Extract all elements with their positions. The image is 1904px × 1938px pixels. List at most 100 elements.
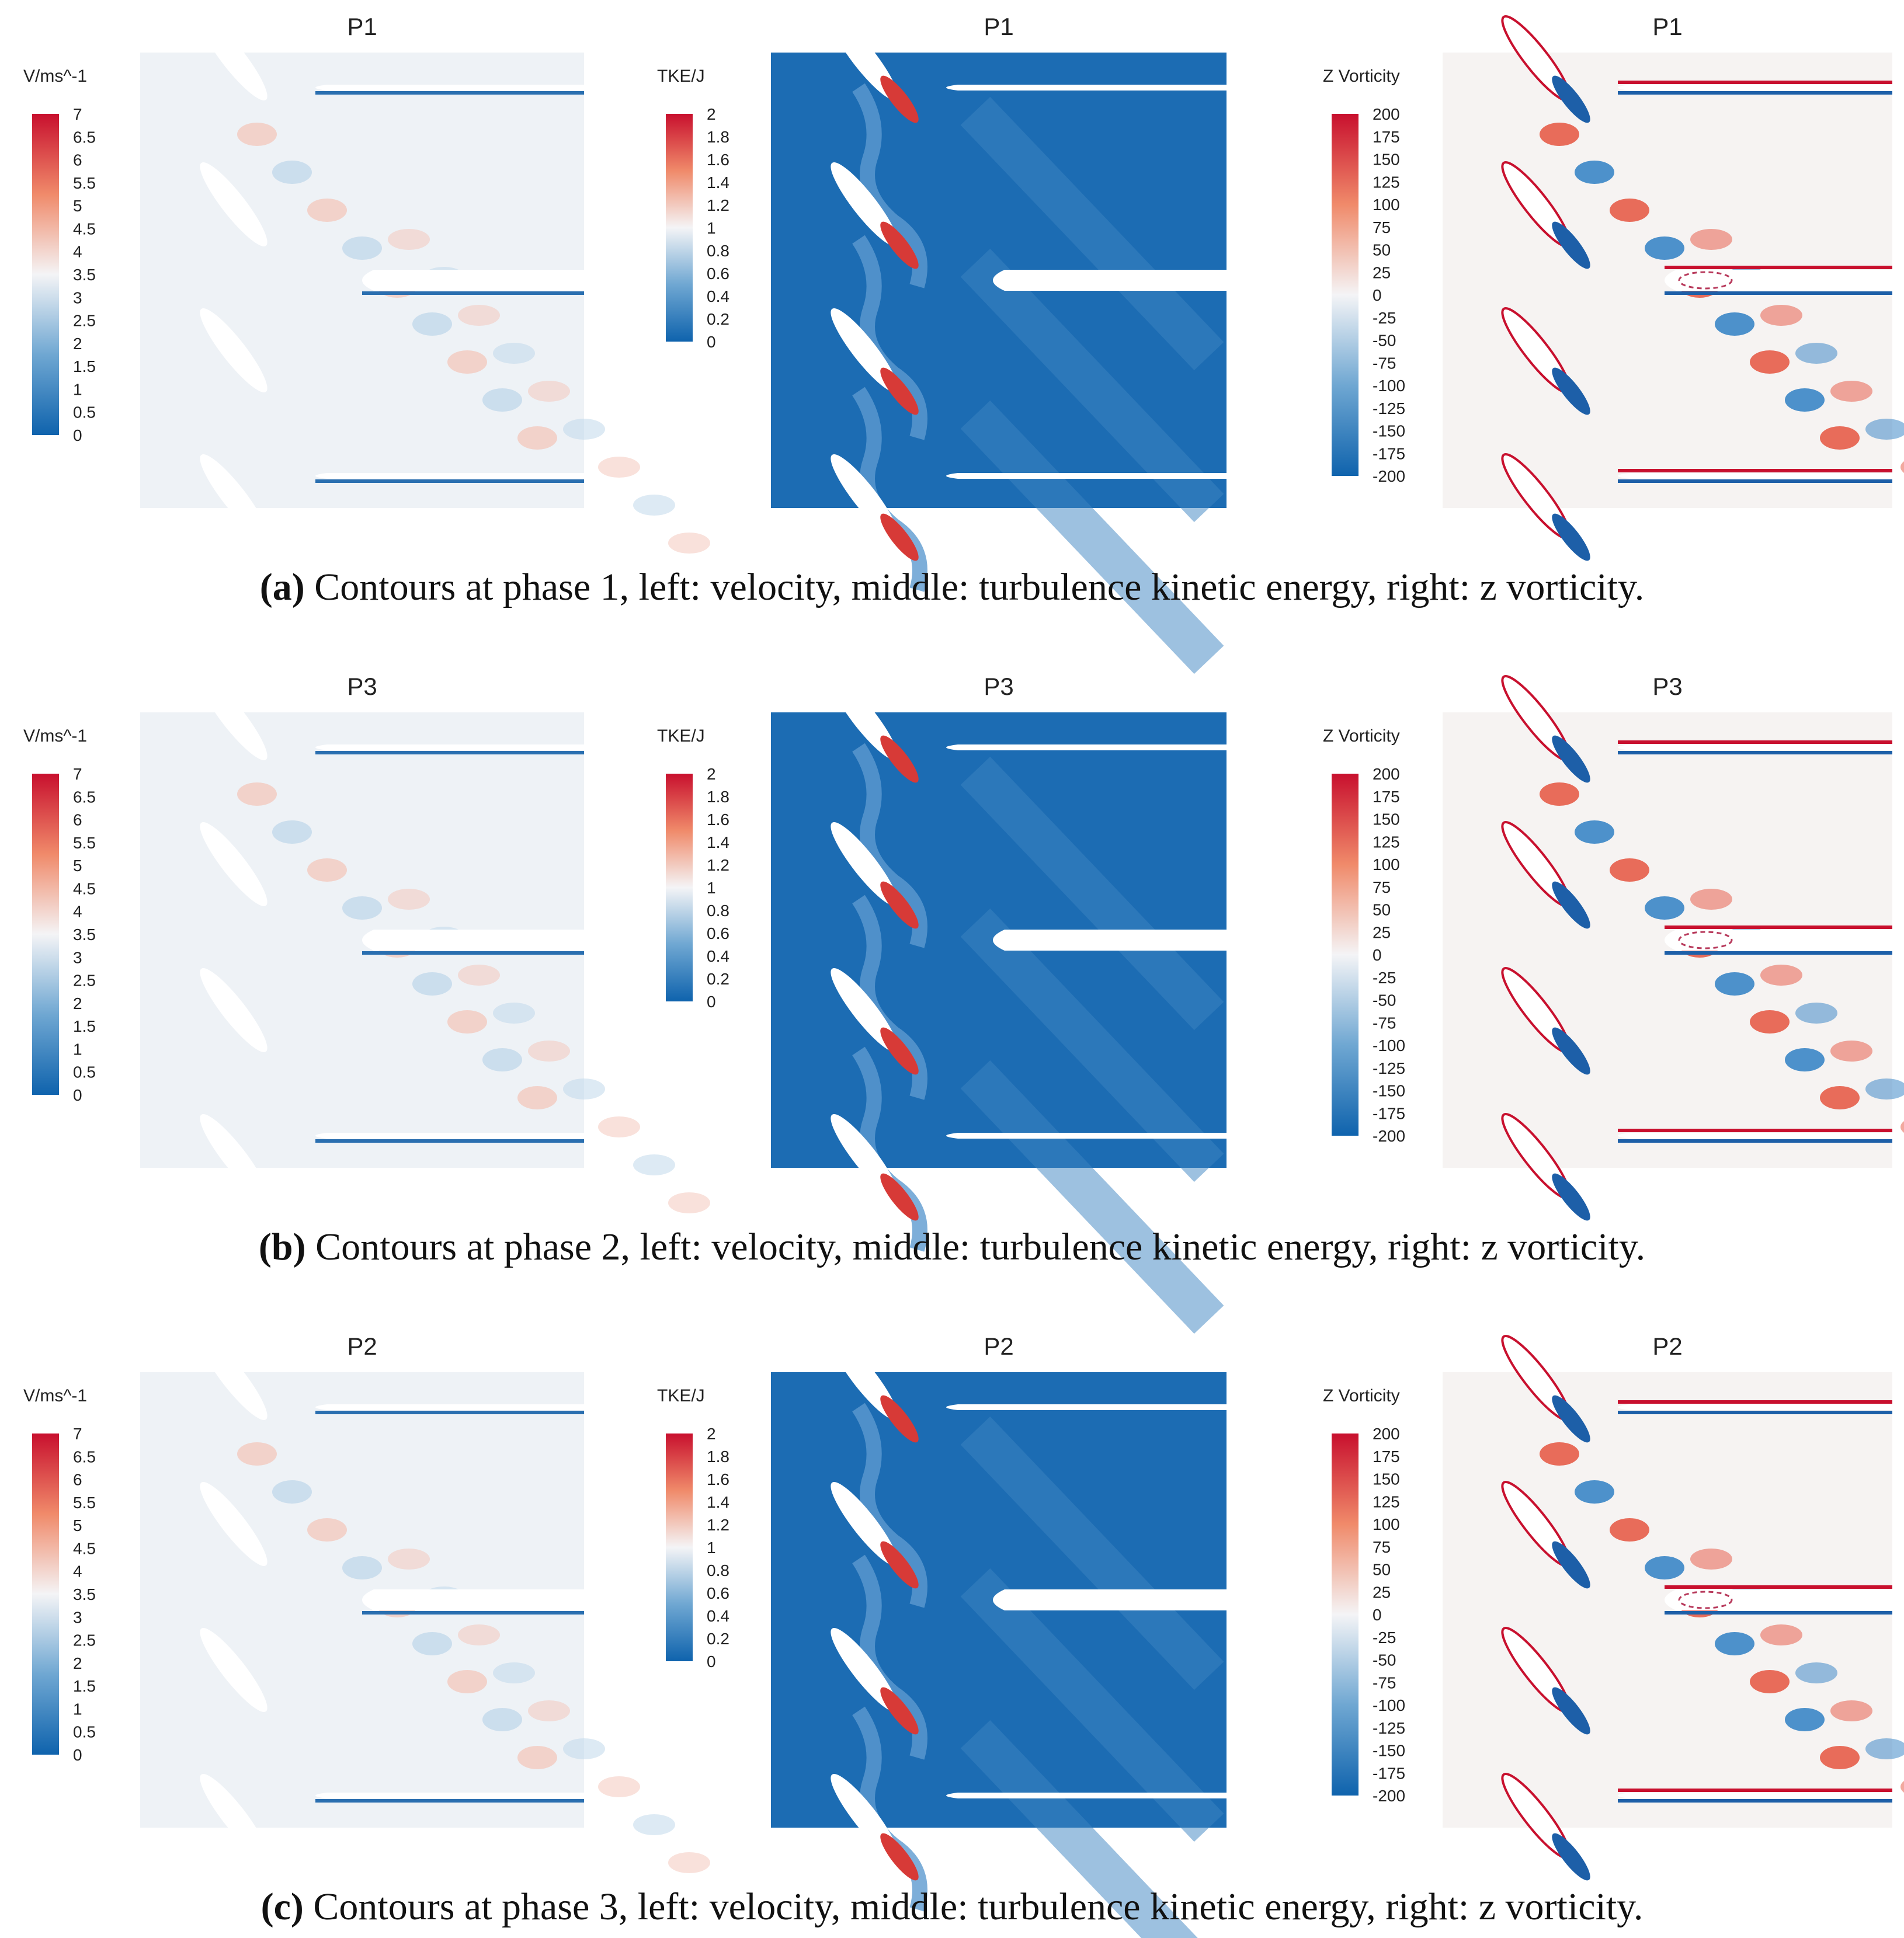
plate xyxy=(993,930,1227,951)
vortex-blob xyxy=(1540,123,1579,146)
colorbar-tick-label: 6 xyxy=(73,1471,82,1489)
colorbar-tick-label: -25 xyxy=(1373,1629,1396,1647)
colorbar-tick-label: 25 xyxy=(1373,1583,1391,1601)
vortex-blob xyxy=(1830,1041,1872,1062)
colorbar-tick-label: 1 xyxy=(73,1040,82,1058)
vortex-blob xyxy=(1820,426,1860,450)
vortex-blob xyxy=(1785,1708,1825,1731)
blade-wake-core xyxy=(1552,881,1590,929)
blade-wake-core xyxy=(1552,1687,1590,1735)
colorbar-gradient xyxy=(1332,114,1358,476)
colorbar-tick-label: 7 xyxy=(73,105,82,123)
vortex-blob xyxy=(1820,1746,1860,1769)
colorbar-tick-label: 2 xyxy=(707,765,716,783)
colorbar-tick-label: 0.5 xyxy=(73,1723,96,1741)
plate xyxy=(315,473,584,479)
vortex-blob xyxy=(1645,896,1684,920)
vortex-blob xyxy=(598,457,640,478)
highlight-ellipse xyxy=(1678,271,1733,290)
vortex-blob xyxy=(412,972,452,996)
colorbar-tick-label: 200 xyxy=(1373,1425,1400,1443)
vortex-blob xyxy=(482,388,522,412)
blade-wake-core xyxy=(880,221,919,269)
vortex-blob xyxy=(1690,1549,1732,1570)
vortex-blob xyxy=(1795,1662,1837,1683)
caption-letter: (c) xyxy=(260,1885,304,1928)
colorbar-tick-label: -50 xyxy=(1373,1651,1396,1669)
vortex-blob xyxy=(493,343,535,364)
colorbar-tick-label: 0.4 xyxy=(707,1607,729,1625)
colorbar-tick-label: 1.4 xyxy=(707,1493,729,1511)
blade-wake-core xyxy=(1552,75,1590,123)
colorbar-vorticity: Z Vorticity 200 175 150 125 100 75 50 25 0 -25 -50 -… xyxy=(1323,1386,1405,1805)
colorbar-tick-label: -75 xyxy=(1373,1014,1396,1032)
plate xyxy=(315,1793,584,1798)
vortex-blob xyxy=(1760,305,1802,326)
colorbar-tick-label: 2 xyxy=(707,1425,716,1443)
colorbar-tick-label: 0.5 xyxy=(73,1063,96,1081)
vortex-blob xyxy=(1575,820,1614,844)
vortex-blob xyxy=(1690,229,1732,250)
colorbar-tke: TKE/J 2 1.8 1.6 1.4 1.2 1 0.8 0.6 0.4 0.2 0 xyxy=(657,1386,729,1671)
colorbar-tick-label: 5.5 xyxy=(73,1494,96,1512)
colorbar-tick-label: 25 xyxy=(1373,263,1391,281)
colorbar-tick-label: 100 xyxy=(1373,196,1400,214)
plate xyxy=(1618,744,1892,750)
colorbar-tick-label: 5.5 xyxy=(73,174,96,192)
colorbar-tick-label: 1.2 xyxy=(707,1516,729,1534)
colorbar-tick-label: -125 xyxy=(1373,1719,1405,1737)
colorbar-tick-label: -200 xyxy=(1373,1127,1405,1145)
airfoil-blade xyxy=(200,16,267,100)
vortex-blob xyxy=(598,1116,640,1137)
panel-velocity-3: P2 V/ms^-1 7 6.5 6 5.5 5 4.5 4 3.5 3 2.5 2 1.5 1 0.5 0 xyxy=(23,1332,710,1873)
colorbar-tke: TKE/J 2 1.8 1.6 1.4 1.2 1 0.8 0.6 0.4 0.2 0 xyxy=(657,726,729,1011)
colorbar-gradient xyxy=(1332,1434,1358,1796)
airfoil-blade xyxy=(200,1774,267,1858)
colorbar-tick-label: 2 xyxy=(73,1654,82,1672)
blade-wake-core xyxy=(880,1173,919,1221)
colorbar-tick-label: 1.5 xyxy=(73,357,96,375)
vortex-blob xyxy=(1575,1480,1614,1504)
caption-text: Contours at phase 1, left: velocity, mid… xyxy=(304,566,1645,608)
vortex-blob xyxy=(237,782,277,806)
colorbar-velocity: V/ms^-1 7 6.5 6 5.5 5 4.5 4 3.5 3 2.5 2 1.5 1 0.5 0 xyxy=(23,726,96,1104)
vortex-blob xyxy=(1540,782,1579,806)
colorbar-tick-label: 2.5 xyxy=(73,1631,96,1650)
colorbar-tick-label: -125 xyxy=(1373,399,1405,417)
colorbar-velocity: V/ms^-1 7 6.5 6 5.5 5 4.5 4 3.5 3 2.5 2 1.5 1 0.5 0 xyxy=(23,67,96,444)
plate xyxy=(1665,1589,1892,1610)
colorbar-tick-label: 1.8 xyxy=(707,788,729,806)
vortex-blob xyxy=(482,1708,522,1731)
vortex-blob xyxy=(1830,381,1872,402)
vortex-blob xyxy=(668,1192,710,1213)
colorbar-tick-label: 4.5 xyxy=(73,879,96,897)
caption-letter: (a) xyxy=(259,566,305,608)
colorbar-tick-label: 0 xyxy=(707,1652,716,1671)
colorbar-tick-label: -200 xyxy=(1373,1787,1405,1805)
colorbar-tick-label: 1.8 xyxy=(707,128,729,146)
vortex-blob xyxy=(307,199,347,222)
panel-tke-1: P1 TKE/J 2 1.8 1.6 1.4 1.2 1 0.8 0.6 0.4 0.2 0 xyxy=(657,13,1227,674)
plate xyxy=(1618,85,1892,91)
plate xyxy=(1618,1793,1892,1798)
panel-velocity-2: P3 V/ms^-1 7 6.5 6 5.5 5 4.5 4 3.5 3 2.5 2 1.5 1 0.5 0 xyxy=(23,673,710,1213)
vortex-blob xyxy=(1865,1738,1904,1759)
colorbar-tick-label: 0.4 xyxy=(707,947,729,965)
colorbar-title: V/ms^-1 xyxy=(23,726,87,746)
blade-wake-core xyxy=(880,513,919,561)
colorbar-tick-label: 2 xyxy=(707,105,716,123)
colorbar-tick-label: 1.4 xyxy=(707,833,729,851)
colorbar-tick-label: 1.5 xyxy=(73,1677,96,1695)
colorbar-tick-label: 100 xyxy=(1373,1515,1400,1533)
vortex-blob xyxy=(388,1549,430,1570)
vortex-blob xyxy=(1900,1121,1904,1133)
vortex-blob xyxy=(528,1041,570,1062)
colorbar-tick-label: 5 xyxy=(73,197,82,215)
colorbar-tick-label: -100 xyxy=(1373,1696,1405,1714)
airfoil-blade xyxy=(200,968,267,1052)
colorbar-tick-label: 7 xyxy=(73,765,82,783)
vortex-blob xyxy=(482,1048,522,1071)
colorbar-tick-label: 1.6 xyxy=(707,1470,729,1488)
vortex-blob xyxy=(1785,388,1825,412)
